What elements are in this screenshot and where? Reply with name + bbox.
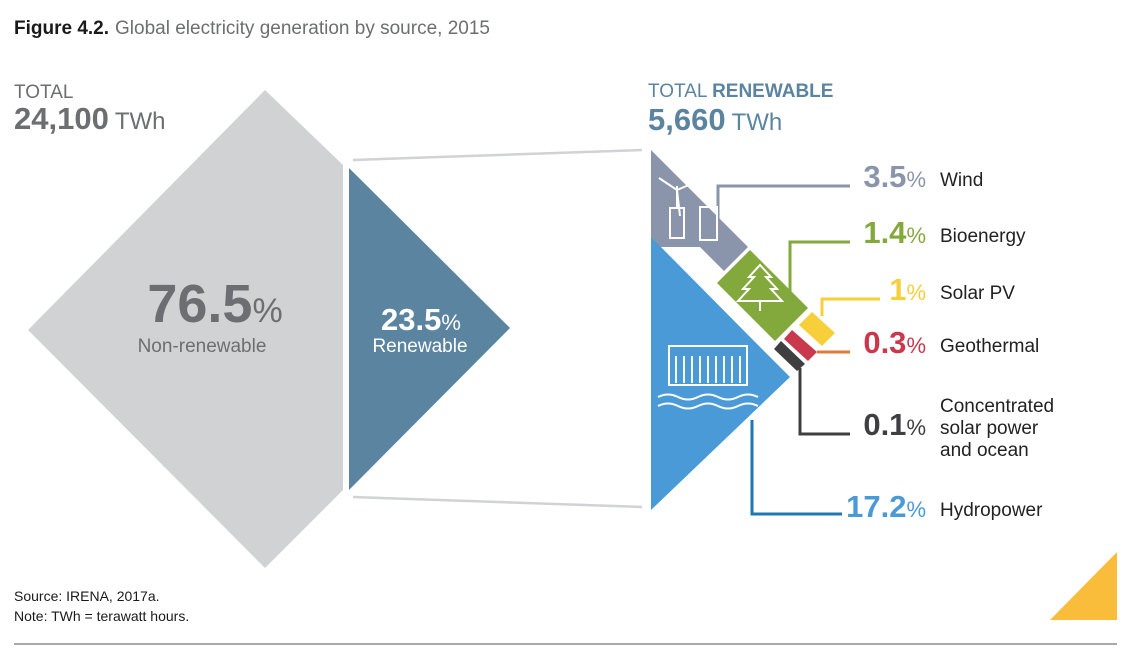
pie-slice-label: Non-renewable bbox=[138, 336, 267, 357]
category-label: Solar PV bbox=[940, 283, 1015, 304]
bar bbox=[799, 312, 835, 346]
category-label-line: Geothermal bbox=[940, 336, 1039, 357]
renewable-shape bbox=[349, 168, 510, 490]
leader-line bbox=[788, 240, 850, 310]
corner-accent-triangle bbox=[1050, 552, 1117, 620]
note-text: Note: TWh = terawatt hours. bbox=[14, 608, 189, 624]
pie-value-label: 76.5 bbox=[147, 274, 252, 334]
total-renewable-unit: TWh bbox=[732, 109, 783, 136]
leader-line bbox=[820, 297, 880, 316]
total-renewable-value: 5,660 bbox=[648, 102, 726, 137]
bar bbox=[784, 330, 817, 361]
bar bbox=[651, 237, 790, 510]
category-label-line: solar power bbox=[940, 418, 1039, 439]
pie-percent-sign: % bbox=[252, 292, 282, 330]
bar bbox=[774, 341, 805, 371]
figure-label: Figure 4.2. bbox=[14, 18, 109, 39]
bar-percent-sign: % bbox=[906, 333, 926, 358]
category-label: Bioenergy bbox=[940, 226, 1026, 247]
source-text: Source: IRENA, 2017a. bbox=[14, 588, 160, 604]
category-label-line: Hydropower bbox=[940, 500, 1043, 521]
zoom-connector-top bbox=[352, 148, 643, 162]
bar-value-number: 0.1 bbox=[863, 407, 906, 442]
bar-value-label: 1% bbox=[889, 272, 926, 307]
bar-value-number: 17.2 bbox=[846, 489, 906, 524]
total-renewable-value-line: 5,660 TWh bbox=[648, 102, 782, 137]
leader-line bbox=[798, 368, 850, 436]
zoom-connector-bottom bbox=[352, 495, 643, 509]
category-label: Geothermal bbox=[940, 336, 1039, 357]
bar-labels: 3.5% Wind 1.4% Bioenergy 1% Solar PV 0.3% Geoth… bbox=[846, 159, 1054, 524]
total-renewable-emph: RENEWABLE bbox=[712, 81, 833, 102]
bar-value-label: 3.5% bbox=[863, 159, 926, 194]
category-label-line: Concentrated bbox=[940, 396, 1054, 417]
nonrenewable-shape bbox=[28, 90, 343, 568]
renewable-value-line: 23.5% bbox=[381, 302, 461, 337]
bar-value-number: 0.3 bbox=[863, 325, 906, 360]
leader-line bbox=[750, 420, 842, 516]
pie-percent-sign: % bbox=[441, 310, 461, 335]
bar-percent-sign: % bbox=[906, 497, 926, 522]
category-label-line: Wind bbox=[940, 170, 983, 191]
bar-value-label: 17.2% bbox=[846, 489, 926, 524]
pie-value-label: 23.5 bbox=[381, 302, 441, 337]
bar-percent-sign: % bbox=[906, 167, 926, 192]
tree-icon bbox=[735, 263, 785, 311]
leader-line bbox=[716, 184, 850, 240]
nonrenewable-value-line: 76.5% bbox=[147, 274, 282, 334]
wind-turbine-icon bbox=[658, 177, 718, 241]
bar-value-number: 1 bbox=[889, 272, 906, 307]
bar bbox=[717, 250, 808, 341]
pie-slice-label: Renewable bbox=[372, 336, 467, 357]
bar-value-number: 1.4 bbox=[863, 215, 907, 250]
total-unit: TWh bbox=[115, 108, 166, 135]
hydro-dam-icon bbox=[657, 345, 759, 410]
bar-percent-sign: % bbox=[906, 223, 926, 248]
figure-title: Global electricity generation by source,… bbox=[115, 18, 490, 39]
bar-value-number: 3.5 bbox=[863, 159, 906, 194]
category-label-line: Bioenergy bbox=[940, 226, 1026, 247]
total-label: TOTAL bbox=[14, 82, 73, 103]
bar-value-label: 1.4% bbox=[863, 215, 926, 250]
category-label-line: Solar PV bbox=[940, 283, 1015, 304]
category-label-line: and ocean bbox=[940, 440, 1029, 461]
total-value: 24,100 bbox=[14, 101, 109, 136]
total-renewable-prefix: TOTAL bbox=[648, 81, 712, 102]
bar-percent-sign: % bbox=[906, 280, 926, 305]
category-label: Concentrated solar power and ocean bbox=[940, 396, 1054, 461]
bar-value-label: 0.1% bbox=[863, 407, 926, 442]
total-value-line: 24,100 TWh bbox=[14, 101, 166, 136]
total-renewable-label: TOTAL RENEWABLE bbox=[648, 81, 833, 102]
bar-value-label: 0.3% bbox=[863, 325, 926, 360]
category-label: Wind bbox=[940, 170, 983, 191]
bar-percent-sign: % bbox=[906, 415, 926, 440]
category-label: Hydropower bbox=[940, 500, 1043, 521]
figure-heading: Figure 4.2. Global electricity generation… bbox=[14, 18, 490, 39]
